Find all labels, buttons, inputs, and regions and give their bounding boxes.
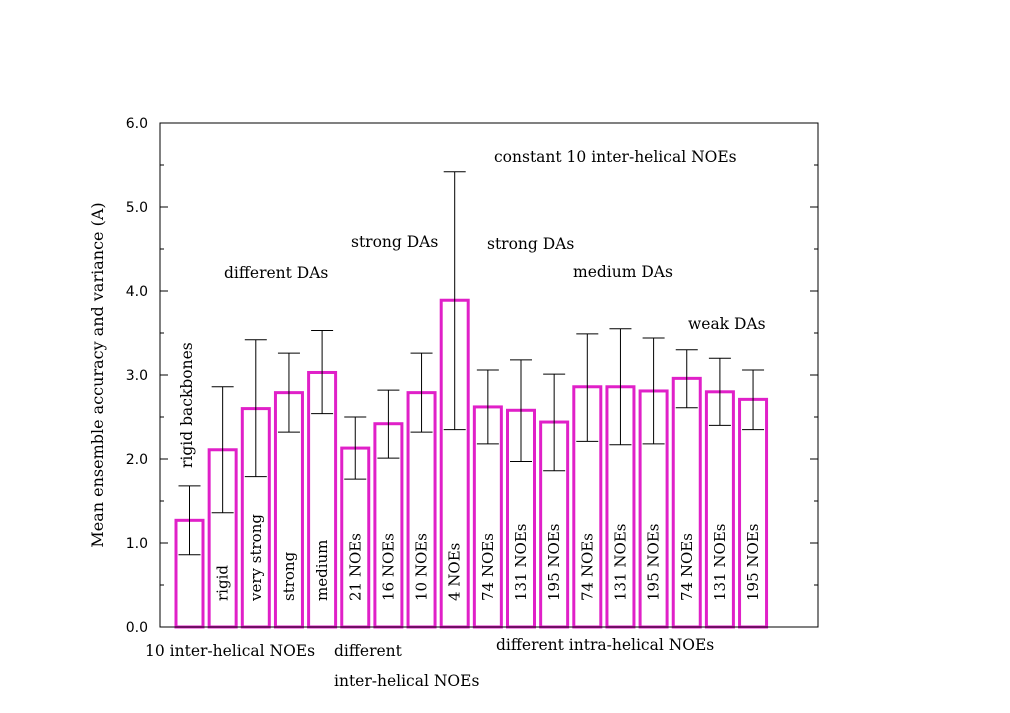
bar-label: 21 NOEs: [346, 533, 364, 601]
plot-frame: [159, 122, 819, 628]
bar-label: 131 NOEs: [711, 524, 729, 601]
bar-label-group: 74 NOEs: [479, 533, 497, 601]
bar-label: 131 NOEs: [611, 524, 629, 601]
bar-label-group: 74 NOEs: [578, 533, 596, 601]
y-axis-title-group: Mean ensemble accuracy and variance (A): [88, 202, 107, 547]
bar-label: strong: [280, 551, 298, 601]
bar-label: rigid: [214, 565, 232, 601]
y-tick-label: 1.0: [126, 536, 148, 552]
bar-label: 10 NOEs: [413, 533, 431, 601]
annotation-different-das: different DAs: [224, 264, 328, 282]
bar-label: medium: [313, 540, 331, 601]
annotation-constant-noes: constant 10 inter-helical NOEs: [494, 148, 737, 166]
bar-label-group: 195 NOEs: [545, 524, 563, 601]
y-tick-label: 4.0: [126, 284, 148, 300]
bar-label-group: 4 NOEs: [446, 543, 464, 601]
bar-label: 16 NOEs: [379, 533, 397, 601]
annotation-different-intra: different intra-helical NOEs: [496, 636, 714, 654]
annotation-different: different: [334, 642, 403, 660]
annotation-ten-inter-helical: 10 inter-helical NOEs: [145, 642, 315, 660]
bar-label: 195 NOEs: [545, 524, 563, 601]
annotation-medium-das: medium DAs: [573, 263, 673, 281]
bar-label: 131 NOEs: [512, 524, 530, 601]
bar-label-group: rigid: [214, 565, 232, 601]
bar-label: 74 NOEs: [479, 533, 497, 601]
bar-label-group: 16 NOEs: [379, 533, 397, 601]
bar-label-group: medium: [313, 540, 331, 601]
bar-label-group: 74 NOEs: [678, 533, 696, 601]
annotation-inter-helical: inter-helical NOEs: [334, 672, 479, 690]
bar-label: 195 NOEs: [645, 524, 663, 601]
bar-label-group: 131 NOEs: [711, 524, 729, 601]
annotation-strong-das-2: strong DAs: [487, 235, 574, 253]
bar-label-group: very strong: [247, 514, 265, 602]
bar-label-group: 131 NOEs: [611, 524, 629, 601]
annotation-rigid-backbones: rigid backbones: [178, 342, 196, 468]
bar-label-group: 131 NOEs: [512, 524, 530, 601]
bar-label-group: strong: [280, 551, 298, 601]
y-tick-label: 2.0: [126, 452, 148, 468]
bar-label: 74 NOEs: [678, 533, 696, 601]
y-axis-title: Mean ensemble accuracy and variance (A): [88, 202, 107, 547]
error-bars-layer: [178, 171, 765, 556]
bar-label: very strong: [247, 514, 265, 602]
y-axis-ticks: 0.0 1.0 2.0 3.0 4.0 5.0 6.0: [126, 116, 818, 636]
bar-labels-layer: rigid very strong strong medium 21 NOEs 16 NO…: [214, 514, 762, 602]
y-tick-label: 0.0: [126, 620, 148, 636]
bar-label-group: 195 NOEs: [744, 524, 762, 601]
annotation-strong-das-1: strong DAs: [351, 233, 438, 251]
rigid-backbones-annotation-group: rigid backbones: [178, 342, 196, 468]
y-tick-label: 5.0: [126, 200, 148, 216]
bar-label-group: 10 NOEs: [413, 533, 431, 601]
bar-label-group: 195 NOEs: [645, 524, 663, 601]
annotation-weak-das: weak DAs: [688, 315, 766, 333]
bar-label: 4 NOEs: [446, 543, 464, 601]
y-tick-label: 3.0: [126, 368, 148, 384]
bar-label-group: 21 NOEs: [346, 533, 364, 601]
bar-label: 74 NOEs: [578, 533, 596, 601]
bar-label: 195 NOEs: [744, 524, 762, 601]
y-tick-label: 6.0: [126, 116, 148, 132]
